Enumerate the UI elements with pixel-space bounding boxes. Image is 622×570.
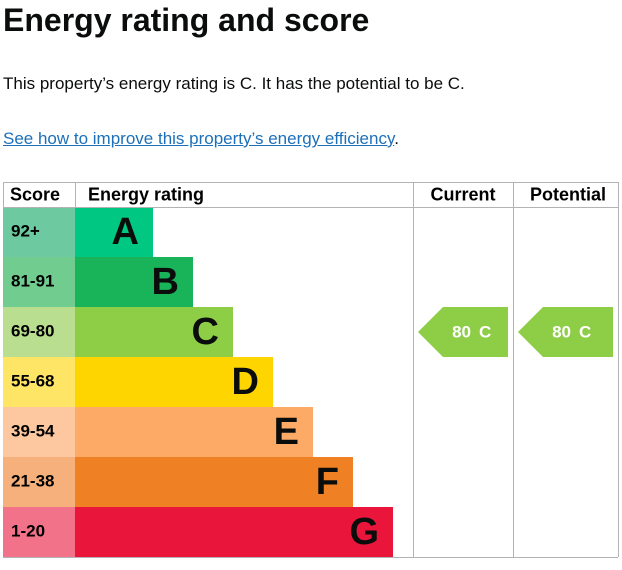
score-cell	[3, 307, 75, 357]
improve-link[interactable]: See how to improve this property’s energ…	[3, 129, 395, 148]
potential-score: 80	[552, 322, 571, 341]
rating-bar	[75, 507, 393, 557]
column-header: Potential	[530, 184, 606, 204]
score-cell	[3, 207, 75, 257]
score-cell	[3, 357, 75, 407]
current-score: 80	[452, 322, 471, 341]
column-header: Energy rating	[88, 184, 204, 204]
link-punctuation: .	[394, 129, 399, 148]
score-cell	[3, 257, 75, 307]
intro-text: This property’s energy rating is C. It h…	[3, 74, 465, 93]
rating-letter: E	[274, 411, 299, 453]
rating-letter: B	[152, 261, 179, 303]
title: Energy rating and score	[3, 2, 370, 38]
rating-bar	[75, 407, 313, 457]
score-label: 92+	[11, 221, 40, 240]
rating-bar	[75, 457, 353, 507]
rating-bar	[75, 357, 273, 407]
potential-letter: C	[579, 322, 591, 341]
rating-letter: G	[349, 511, 379, 553]
rating-letter: C	[192, 311, 219, 353]
rating-letter: F	[316, 461, 339, 503]
score-cell	[3, 407, 75, 457]
rating-letter: A	[112, 211, 139, 253]
rating-letter: D	[232, 361, 259, 403]
score-cell	[3, 507, 75, 557]
rating-bar	[75, 207, 153, 257]
rating-bar	[75, 307, 233, 357]
rating-bar	[75, 257, 193, 307]
score-label: 69-80	[11, 321, 54, 340]
potential-arrow	[518, 307, 613, 357]
current-arrow	[418, 307, 508, 357]
score-label: 1-20	[11, 521, 45, 540]
score-label: 55-68	[11, 371, 54, 390]
current-letter: C	[479, 322, 491, 341]
column-header: Current	[430, 184, 495, 204]
score-label: 81-91	[11, 271, 54, 290]
score-label: 39-54	[11, 421, 55, 440]
link-paragraph: See how to improve this property’s energ…	[3, 129, 399, 149]
score-label: 21-38	[11, 471, 54, 490]
score-cell	[3, 457, 75, 507]
column-header: Score	[10, 184, 60, 204]
